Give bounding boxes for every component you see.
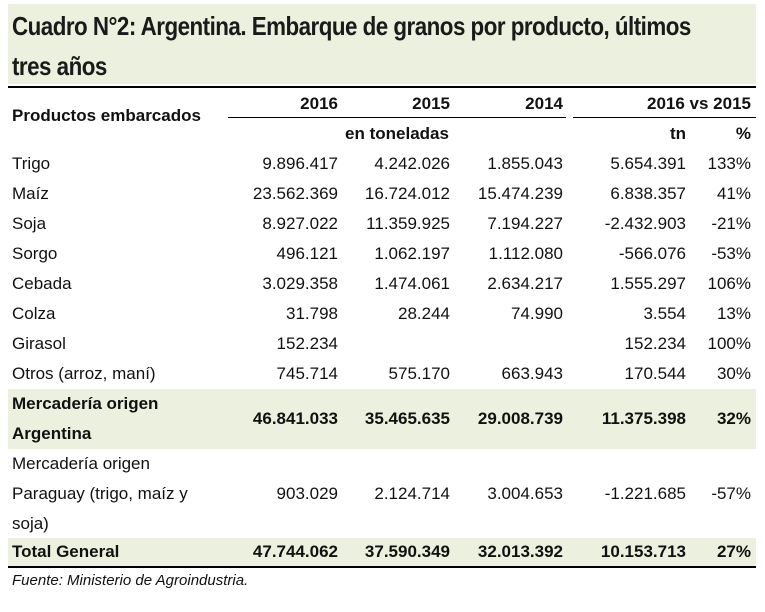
source-note: Fuente: Ministerio de Agroindustria. bbox=[12, 572, 249, 589]
header-rule-years bbox=[228, 117, 566, 118]
product-name: Sorgo bbox=[12, 244, 58, 263]
total-diff-tn: 10.153.713 bbox=[600, 542, 686, 561]
header-units: en toneladas bbox=[345, 124, 449, 143]
subtotal-diff-tn: 11.375.398 bbox=[601, 409, 686, 428]
subtotal-band bbox=[8, 389, 756, 449]
value-2014: 1.855.043 bbox=[487, 154, 563, 173]
value-2014: 1.112.080 bbox=[488, 244, 563, 263]
paraguay-2015: 2.124.714 bbox=[374, 484, 450, 503]
subtotal-label-line-2: Argentina bbox=[12, 424, 92, 443]
total-2016: 47.744.062 bbox=[252, 542, 338, 561]
paraguay-label-line-1: Mercadería origen bbox=[12, 454, 150, 473]
value-diff-tn: 6.838.357 bbox=[610, 184, 686, 203]
title-line-2: tres años bbox=[12, 51, 107, 81]
value-2016: 31.798 bbox=[286, 304, 338, 323]
header-year-2016: 2016 bbox=[300, 94, 338, 113]
header-tn: tn bbox=[669, 124, 686, 143]
product-name: Maíz bbox=[12, 184, 49, 203]
paraguay-label-line-2: Paraguay (trigo, maíz y bbox=[12, 484, 188, 503]
header-comparison: 2016 vs 2015 bbox=[647, 94, 751, 113]
value-2016: 9.896.417 bbox=[262, 154, 338, 173]
value-diff-pct: 133% bbox=[707, 154, 751, 173]
total-band bbox=[8, 538, 756, 566]
table-title: Cuadro N°2: Argentina. Embarque de grano… bbox=[12, 6, 691, 86]
total-diff-pct: 27% bbox=[716, 542, 751, 561]
value-diff-pct: 100% bbox=[707, 334, 751, 353]
bottom-rule bbox=[8, 566, 756, 568]
product-name: Colza bbox=[12, 304, 56, 323]
header-product-label: Productos embarcados bbox=[12, 106, 201, 125]
value-diff-tn: 3.554 bbox=[643, 304, 686, 323]
paraguay-diff-tn: -1.221.685 bbox=[604, 484, 686, 503]
total-label: Total General bbox=[12, 542, 120, 561]
value-diff-tn: 1.555.297 bbox=[610, 274, 686, 293]
subtotal-2015: 35.465.635 bbox=[364, 409, 450, 428]
value-2015: 16.724.012 bbox=[364, 184, 450, 203]
subtotal-label-line-1: Mercadería origen bbox=[12, 394, 159, 413]
value-2014: 2.634.217 bbox=[487, 274, 563, 293]
value-2016: 8.927.022 bbox=[262, 214, 338, 233]
product-name: Otros (arroz, maní) bbox=[12, 364, 156, 383]
value-2015: 575.170 bbox=[388, 364, 450, 383]
value-diff-tn: 5.654.391 bbox=[610, 154, 686, 173]
paraguay-2014: 3.004.653 bbox=[487, 484, 563, 503]
title-line-1: Cuadro N°2: Argentina. Embarque de grano… bbox=[12, 11, 691, 41]
value-2014: 663.943 bbox=[501, 364, 563, 383]
top-rule bbox=[8, 86, 756, 88]
value-diff-tn: -2.432.903 bbox=[604, 214, 686, 233]
value-diff-pct: 30% bbox=[716, 364, 751, 383]
value-2014: 7.194.227 bbox=[487, 214, 563, 233]
paraguay-2016: 903.029 bbox=[276, 484, 338, 503]
header-year-2014: 2014 bbox=[525, 94, 563, 113]
value-diff-pct: -21% bbox=[711, 214, 751, 233]
subtotal-diff-pct: 32% bbox=[716, 409, 751, 428]
value-diff-tn: 170.544 bbox=[624, 364, 686, 383]
header-year-2015: 2015 bbox=[412, 94, 450, 113]
value-diff-tn: -566.076 bbox=[618, 244, 686, 263]
total-2015: 37.590.349 bbox=[364, 542, 450, 561]
subtotal-2016: 46.841.033 bbox=[252, 409, 338, 428]
value-2015: 1.062.197 bbox=[374, 244, 450, 263]
subtotal-2014: 29.008.739 bbox=[477, 409, 563, 428]
value-2016: 23.562.369 bbox=[252, 184, 338, 203]
product-name: Trigo bbox=[12, 154, 51, 173]
value-2015: 4.242.026 bbox=[374, 154, 450, 173]
header-rule-comparison bbox=[573, 117, 756, 118]
value-diff-pct: 106% bbox=[707, 274, 751, 293]
value-diff-pct: 41% bbox=[716, 184, 751, 203]
value-2015: 1.474.061 bbox=[374, 274, 450, 293]
paraguay-label-line-3: soja) bbox=[12, 514, 49, 533]
product-name: Soja bbox=[12, 214, 47, 233]
value-2016: 3.029.358 bbox=[262, 274, 338, 293]
value-2015: 28.244 bbox=[398, 304, 450, 323]
product-name: Cebada bbox=[12, 274, 72, 293]
total-2014: 32.013.392 bbox=[477, 542, 563, 561]
value-2016: 745.714 bbox=[276, 364, 338, 383]
title-band bbox=[8, 4, 756, 84]
value-2016: 152.234 bbox=[276, 334, 338, 353]
header-pct: % bbox=[735, 124, 751, 143]
value-2015: 11.359.925 bbox=[366, 214, 450, 233]
product-name: Girasol bbox=[12, 334, 66, 353]
value-2014: 74.990 bbox=[511, 304, 563, 323]
paraguay-diff-pct: -57% bbox=[711, 484, 751, 503]
value-diff-tn: 152.234 bbox=[624, 334, 686, 353]
value-diff-pct: 13% bbox=[716, 304, 751, 323]
value-diff-pct: -53% bbox=[711, 244, 751, 263]
value-2016: 496.121 bbox=[276, 244, 338, 263]
value-2014: 15.474.239 bbox=[477, 184, 563, 203]
